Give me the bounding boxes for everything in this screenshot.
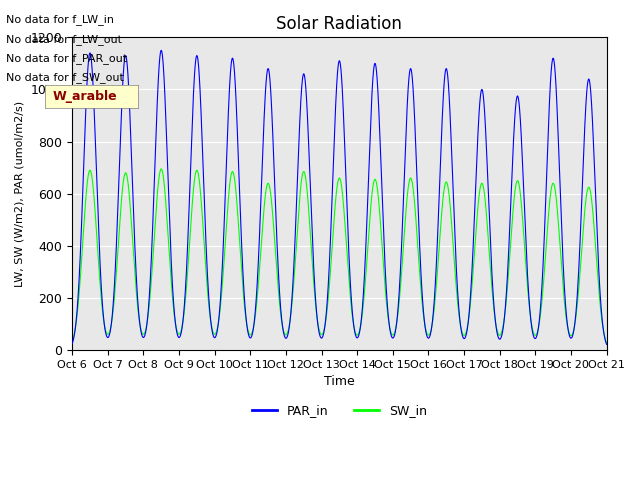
Text: W_arable: W_arable (52, 90, 117, 103)
Text: No data for f_LW_out: No data for f_LW_out (6, 34, 122, 45)
Text: No data for f_PAR_out: No data for f_PAR_out (6, 53, 127, 64)
Title: Solar Radiation: Solar Radiation (276, 15, 403, 33)
Y-axis label: LW, SW (W/m2), PAR (umol/m2/s): LW, SW (W/m2), PAR (umol/m2/s) (15, 101, 25, 287)
Text: No data for f_SW_out: No data for f_SW_out (6, 72, 124, 83)
X-axis label: Time: Time (324, 375, 355, 388)
Legend: PAR_in, SW_in: PAR_in, SW_in (247, 399, 431, 422)
Text: No data for f_LW_in: No data for f_LW_in (6, 14, 115, 25)
